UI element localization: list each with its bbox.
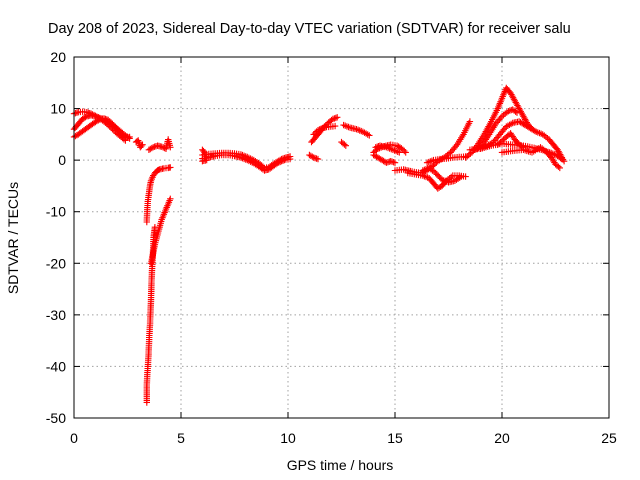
data-point (275, 159, 282, 166)
y-tick-label: 10 (50, 101, 66, 117)
data-point (279, 157, 287, 164)
series-arc-5 (145, 136, 174, 153)
data-point (520, 144, 527, 151)
data-point (398, 145, 405, 152)
series-arc-16 (338, 138, 349, 149)
data-point (277, 158, 284, 166)
series-arc-29 (494, 130, 527, 151)
data-point (366, 132, 373, 139)
data-point (518, 143, 526, 150)
y-axis-label: SDTVAR / TECUs (5, 182, 21, 294)
data-point (309, 153, 316, 160)
series-arc-23 (419, 164, 465, 186)
y-tick-label: -30 (46, 307, 66, 323)
data-point (512, 108, 519, 115)
chart-title: Day 208 of 2023, Sidereal Day-to-day VTE… (48, 21, 571, 37)
y-axis: -50 -40 -30 -20 -10 0 10 20 (46, 49, 609, 426)
series-arc-8 (147, 195, 174, 267)
data-point (316, 126, 323, 133)
data-point (106, 118, 113, 125)
series-arc-3 (70, 115, 133, 141)
y-tick-label: 20 (50, 49, 66, 65)
data-point (556, 164, 563, 172)
x-tick-label: 0 (70, 430, 78, 446)
data-point (126, 133, 133, 141)
x-tick-label: 20 (494, 430, 510, 446)
data-point (120, 132, 128, 140)
series-arc-18 (370, 151, 399, 166)
data-point (199, 158, 206, 165)
data-point (82, 114, 89, 121)
data-point (399, 146, 406, 153)
series-arc-6 (143, 224, 159, 406)
data-point (558, 155, 566, 163)
data-point (334, 114, 341, 121)
data-point (167, 164, 174, 171)
data-point (505, 108, 512, 115)
series-arc-12 (306, 151, 322, 163)
data-points (70, 84, 568, 406)
data-point (396, 149, 403, 156)
data-point (331, 122, 339, 130)
data-point (531, 127, 538, 135)
x-tick-label: 25 (601, 430, 617, 446)
x-tick-label: 10 (280, 430, 296, 446)
data-point (431, 160, 439, 168)
data-point (391, 159, 399, 166)
x-tick-label: 15 (387, 430, 403, 446)
series-arc-2 (70, 108, 129, 144)
data-point (87, 110, 95, 117)
data-point (555, 163, 562, 170)
data-point (513, 109, 521, 116)
data-point (167, 144, 174, 151)
x-axis-label: GPS time / hours (287, 457, 394, 473)
data-point (286, 155, 294, 163)
data-point (317, 125, 324, 133)
data-point (139, 141, 146, 148)
data-point (458, 173, 465, 180)
y-tick-label: -50 (46, 410, 66, 426)
data-point (314, 127, 322, 134)
data-point (402, 149, 409, 156)
series-arc-15 (340, 121, 373, 139)
plot-frame (73, 56, 610, 419)
data-point (167, 195, 174, 202)
series-arc-10 (199, 151, 294, 174)
series-arc-28 (498, 144, 563, 172)
data-point (274, 160, 281, 167)
data-point (125, 134, 132, 141)
series-arc-11 (199, 146, 210, 165)
x-axis: 0 5 10 15 20 25 (70, 57, 617, 446)
data-point (95, 117, 102, 124)
data-point (105, 116, 112, 124)
data-point (314, 155, 322, 163)
data-point (138, 142, 145, 150)
data-point (89, 111, 96, 118)
data-point (401, 147, 408, 155)
data-point (310, 131, 317, 138)
data-point (332, 114, 339, 122)
data-point (342, 142, 349, 149)
series-arc-4 (132, 137, 146, 151)
series-arc-7 (143, 164, 174, 226)
data-point (466, 118, 474, 125)
data-point (148, 144, 155, 152)
x-tick-label: 5 (177, 430, 185, 446)
data-point (341, 141, 348, 148)
y-tick-label: 0 (58, 152, 66, 168)
y-tick-label: -40 (46, 358, 66, 374)
y-tick-label: -20 (46, 255, 66, 271)
series-arc-13 (308, 114, 341, 146)
data-point (557, 154, 564, 162)
series-arc-19 (372, 142, 403, 156)
series-arc-14 (310, 122, 339, 138)
data-point (311, 129, 319, 137)
y-tick-label: -10 (46, 204, 66, 220)
